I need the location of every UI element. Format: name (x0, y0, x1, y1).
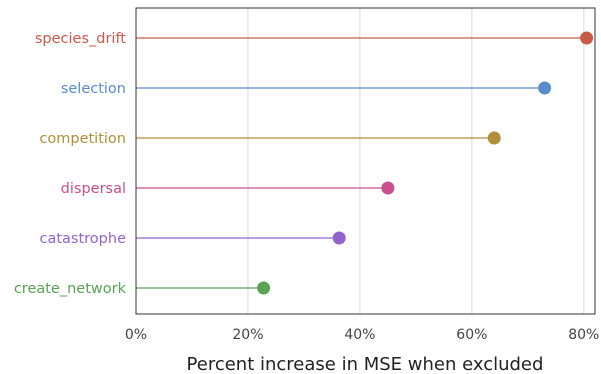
category-labels: species_drift selection competition dispers… (14, 31, 127, 297)
plot-area (136, 8, 595, 314)
lollipop-dot (381, 181, 395, 195)
x-tick-label: 60% (456, 327, 487, 343)
category-label: catastrophe (40, 231, 127, 247)
lollipop-dot (332, 231, 346, 245)
category-label: species_drift (35, 31, 126, 47)
x-tick-label: 20% (232, 327, 263, 343)
category-label: competition (39, 131, 126, 147)
grid-lines (247, 8, 585, 314)
plot-frame (135, 7, 596, 315)
category-label: create_network (14, 281, 127, 297)
lollipop-stems (136, 37, 587, 289)
category-label: selection (61, 81, 126, 97)
lollipop-dot (487, 131, 501, 145)
lollipop-dot (580, 31, 594, 45)
x-tick-labels: 0% 20% 40% 60% 80% (125, 327, 599, 343)
lollipop-dots (257, 31, 594, 295)
x-tick-label: 80% (568, 327, 599, 343)
x-axis-title: Percent increase in MSE when excluded (187, 354, 544, 374)
category-label: dispersal (61, 181, 126, 197)
lollipop-dot (538, 81, 552, 95)
x-tick-label: 40% (344, 327, 375, 343)
lollipop-dot (257, 281, 271, 295)
x-tick-label: 0% (125, 327, 147, 343)
